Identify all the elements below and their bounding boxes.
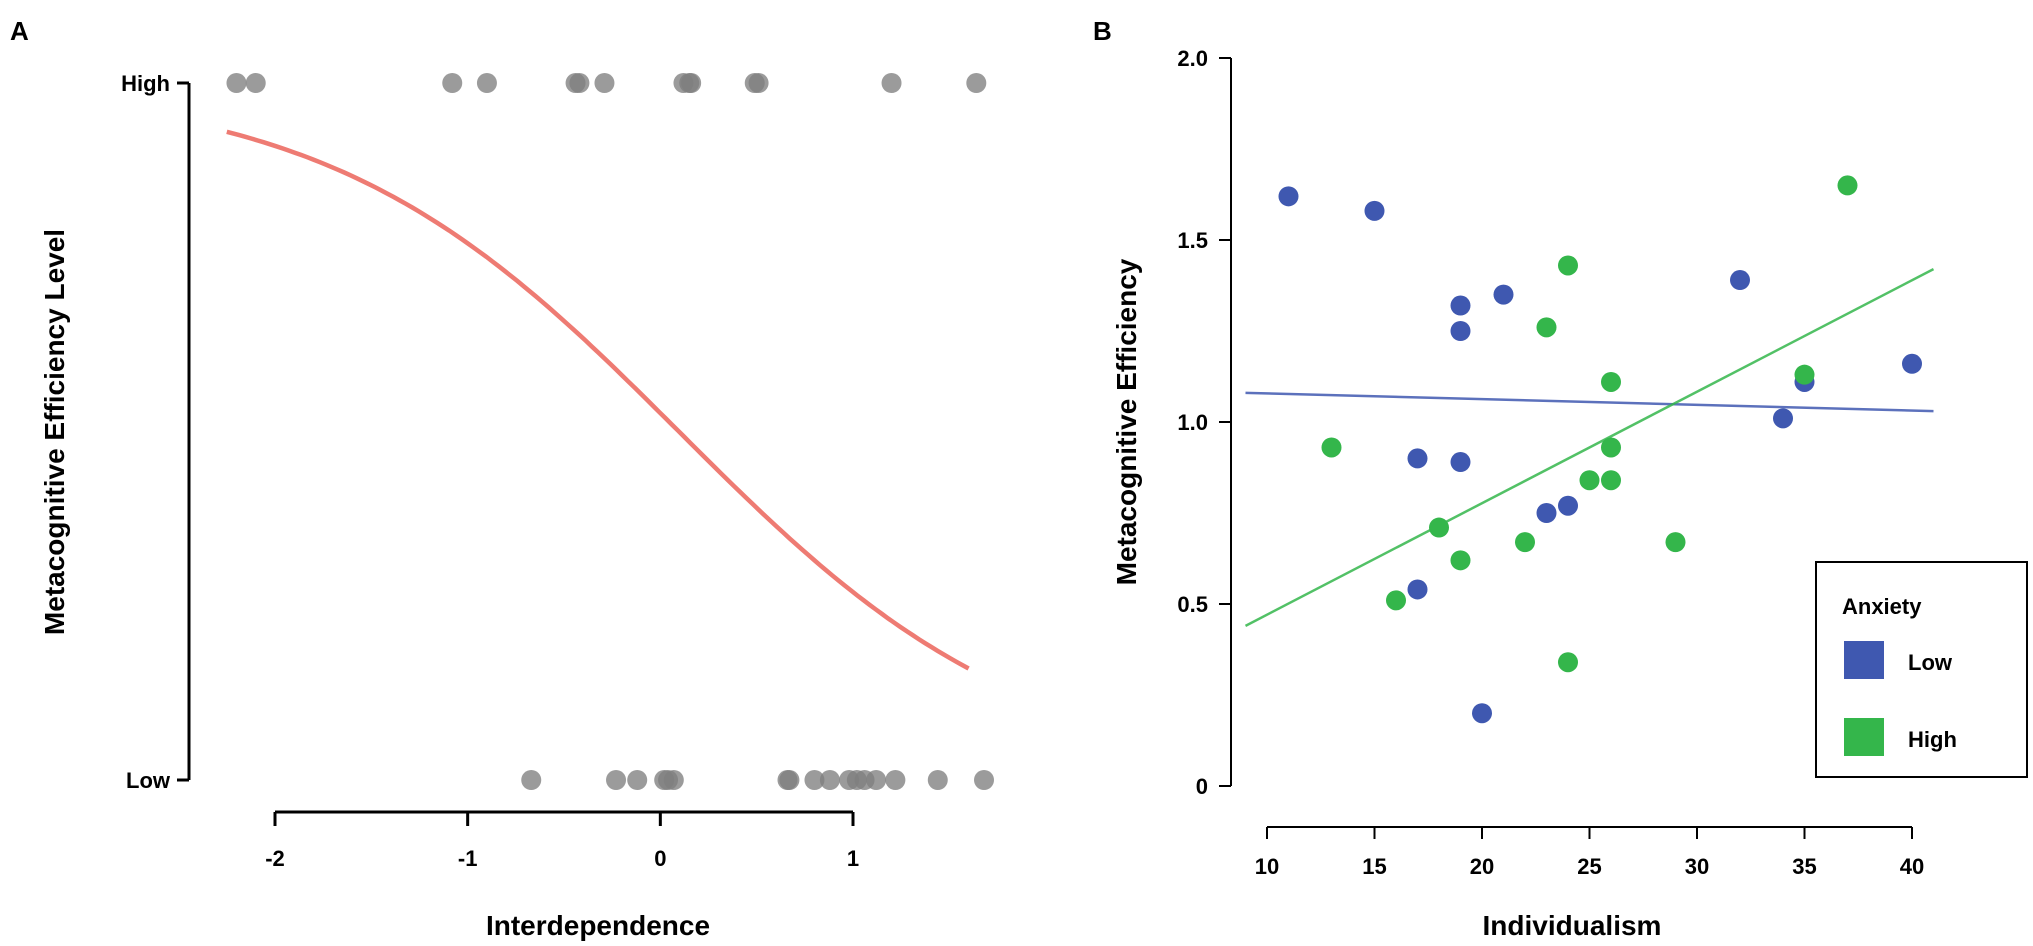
panel-b-letter: B xyxy=(1093,16,1112,46)
panel-b-x-tick-label: 20 xyxy=(1470,854,1494,879)
panel-b-point-high xyxy=(1837,175,1858,196)
panel-a-point-low xyxy=(927,770,948,790)
panel-a-point-low xyxy=(866,770,887,790)
panel-b-point-low xyxy=(1450,321,1471,341)
panel-a-point-low xyxy=(819,770,840,790)
panel-b-point-high xyxy=(1321,437,1342,458)
panel-b-point-high xyxy=(1450,550,1471,571)
panel-a-point-high xyxy=(681,73,702,93)
panel-a-point-high xyxy=(226,73,247,93)
panel-a-points xyxy=(226,73,995,790)
panel-a-point-low xyxy=(663,770,684,790)
panel-b-fit-line-high xyxy=(1244,268,1935,627)
panel-b-point-high xyxy=(1601,437,1621,458)
panel-a-x-tick-label: 0 xyxy=(654,846,666,871)
panel-b-point-high xyxy=(1579,470,1600,491)
panel-a-point-low xyxy=(974,770,995,790)
panel-b-x-label: Individualism xyxy=(1483,910,1662,941)
panel-b-point-low xyxy=(1536,503,1557,523)
panel-a: A High Low -2 -1 0 1 Interdependence Metaco… xyxy=(10,16,995,941)
panel-b-points xyxy=(1278,175,1922,724)
panel-b-point-high xyxy=(1558,652,1578,673)
panel-b-x-tick-label: 10 xyxy=(1255,854,1279,879)
panel-b-fit-lines xyxy=(1244,268,1935,627)
panel-a-fit-curve xyxy=(226,129,970,671)
panel-b-point-low xyxy=(1364,200,1385,221)
panel-a-x-tick-label: -2 xyxy=(265,846,285,871)
panel-a-point-high xyxy=(594,73,615,93)
panel-a-x-tick-label: 1 xyxy=(847,846,859,871)
panel-a-point-high xyxy=(748,73,769,93)
panel-b-point-high xyxy=(1665,532,1686,553)
panel-b-y-tick-label: 0 xyxy=(1196,774,1208,799)
panel-b-x-tick-label: 25 xyxy=(1577,854,1601,879)
panel-a-y-tick-label-high: High xyxy=(121,71,170,96)
legend-label-low: Low xyxy=(1908,650,1953,675)
panel-a-point-high xyxy=(881,73,902,93)
panel-a-y-label: Metacognitive Efficiency Level xyxy=(39,229,70,635)
panel-a-point-low xyxy=(779,770,800,790)
panel-b-y-tick-label: 0.5 xyxy=(1177,592,1208,617)
panel-b-point-low xyxy=(1278,186,1299,207)
panel-b-y-tick-label: 2.0 xyxy=(1177,46,1208,71)
panel-b-point-low xyxy=(1472,703,1492,724)
legend-swatch-high xyxy=(1844,718,1884,756)
panel-b-point-high xyxy=(1386,590,1406,611)
panel-a-point-low xyxy=(804,770,825,790)
panel-b-point-high xyxy=(1601,470,1621,491)
panel-b-point-high xyxy=(1429,517,1449,538)
panel-a-point-low xyxy=(606,770,627,790)
panel-a-point-high xyxy=(245,73,266,93)
panel-b-point-low xyxy=(1773,408,1793,429)
panel-b-x-tick-label: 30 xyxy=(1685,854,1709,879)
panel-b-y-tick-label: 1.5 xyxy=(1177,228,1208,253)
panel-b-point-low xyxy=(1450,295,1471,316)
panel-b-point-high xyxy=(1515,532,1535,553)
panel-b-point-high xyxy=(1558,255,1578,276)
panel-b-point-low xyxy=(1902,353,1922,374)
panel-a-x-ticks: -2 -1 0 1 xyxy=(265,812,859,871)
panel-b-x-ticks: 10 15 20 25 30 35 40 xyxy=(1255,827,1924,879)
panel-b-y-label: Metacognitive Efficiency xyxy=(1111,258,1142,585)
panel-b-point-low xyxy=(1407,579,1428,600)
panel-b: B 0 0.5 1.0 1.5 2.0 10 15 20 25 30 35 40 Individua… xyxy=(1093,16,2028,941)
panel-b-x-tick-label: 35 xyxy=(1792,854,1816,879)
panel-b-fit-line-low xyxy=(1245,391,1934,413)
panel-a-point-low xyxy=(885,770,906,790)
panel-a-point-low xyxy=(627,770,648,790)
panel-b-y-tick-label: 1.0 xyxy=(1177,410,1208,435)
panel-a-point-high xyxy=(966,73,987,93)
legend-title: Anxiety xyxy=(1842,594,1922,619)
panel-a-x-label: Interdependence xyxy=(486,910,710,941)
panel-a-letter: A xyxy=(10,16,29,46)
legend-swatch-low xyxy=(1844,641,1884,679)
panel-b-point-high xyxy=(1536,317,1557,338)
panel-a-point-low xyxy=(521,770,542,790)
panel-a-point-high xyxy=(476,73,497,93)
panel-b-point-low xyxy=(1450,452,1471,473)
panel-b-point-low xyxy=(1407,448,1428,469)
panel-b-point-low xyxy=(1493,284,1514,305)
panel-b-y-ticks: 0 0.5 1.0 1.5 2.0 xyxy=(1177,46,1231,799)
panel-b-x-tick-label: 40 xyxy=(1900,854,1924,879)
panel-b-point-high xyxy=(1794,364,1815,385)
panel-b-point-low xyxy=(1558,495,1578,516)
panel-b-point-low xyxy=(1730,270,1750,291)
legend: Anxiety Low High xyxy=(1815,561,2028,778)
legend-label-high: High xyxy=(1908,727,1957,752)
panel-b-point-high xyxy=(1601,371,1621,392)
panel-a-point-high xyxy=(569,73,590,93)
panel-a-x-tick-label: -1 xyxy=(458,846,478,871)
panel-b-x-tick-label: 15 xyxy=(1362,854,1386,879)
panel-a-y-tick-label-low: Low xyxy=(126,768,171,793)
panel-a-point-high xyxy=(442,73,463,93)
